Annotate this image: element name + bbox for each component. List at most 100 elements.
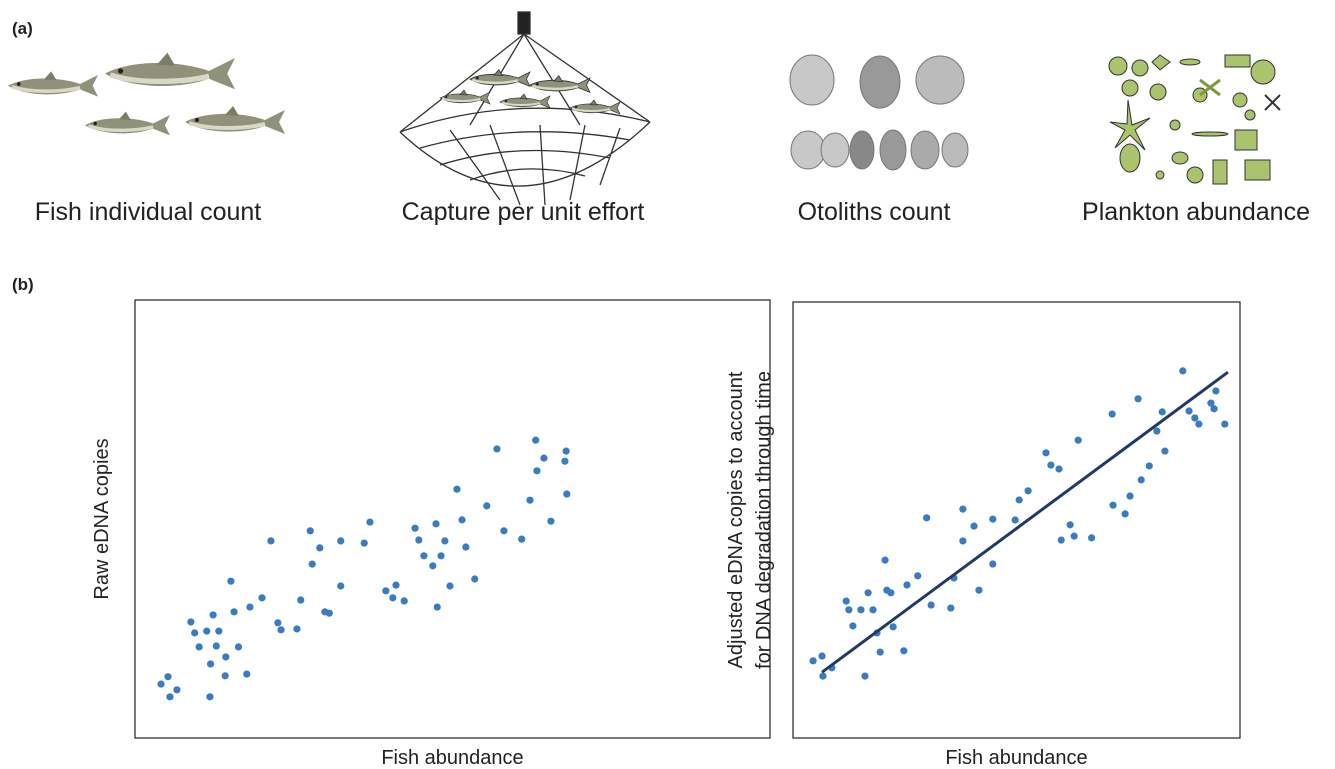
point [366, 518, 373, 525]
point [533, 467, 540, 474]
point [563, 448, 570, 455]
point [877, 649, 884, 656]
point [309, 561, 316, 568]
point [928, 601, 935, 608]
point [361, 539, 368, 546]
point [316, 544, 323, 551]
point [810, 657, 817, 664]
point [382, 587, 389, 594]
point [1122, 510, 1129, 517]
point [1075, 437, 1082, 444]
point [1025, 487, 1032, 494]
point [1161, 448, 1168, 455]
point [561, 458, 568, 465]
point [196, 643, 203, 650]
point [203, 628, 210, 635]
point [434, 603, 441, 610]
point [230, 608, 237, 615]
point [1071, 533, 1078, 540]
point [235, 643, 242, 650]
point [493, 445, 500, 452]
point [959, 506, 966, 513]
caption: Otoliths count [798, 198, 951, 226]
point [243, 670, 250, 677]
point [1042, 449, 1049, 456]
panel-label: (b) [12, 275, 34, 294]
point [227, 578, 234, 585]
point [1146, 462, 1153, 469]
point [881, 557, 888, 564]
y-axis-label: Adjusted eDNA copies to account [725, 371, 747, 668]
point [864, 589, 871, 596]
point [903, 581, 910, 588]
point [213, 642, 220, 649]
caption: Plankton abundance [1082, 198, 1310, 226]
otolith-illustration [790, 55, 968, 170]
point [959, 537, 966, 544]
point [446, 582, 453, 589]
point [1047, 461, 1054, 468]
point [890, 623, 897, 630]
point [246, 603, 253, 610]
point [267, 537, 274, 544]
point [1210, 405, 1217, 412]
point [1067, 521, 1074, 528]
point [1221, 420, 1228, 427]
point [157, 681, 164, 688]
point [857, 606, 864, 613]
y-axis-label: Raw eDNA copies [91, 438, 113, 599]
point [914, 572, 921, 579]
point [471, 575, 478, 582]
point [1185, 407, 1192, 414]
point [1159, 408, 1166, 415]
point [277, 626, 284, 633]
point [819, 672, 826, 679]
point [540, 455, 547, 462]
point [500, 527, 507, 534]
point [975, 587, 982, 594]
point [1195, 420, 1202, 427]
plot-frame [135, 300, 770, 738]
point [1109, 410, 1116, 417]
panel-label: (a) [12, 19, 33, 38]
point [458, 516, 465, 523]
point [415, 536, 422, 543]
point [1126, 492, 1133, 499]
point [222, 672, 229, 679]
point [337, 537, 344, 544]
net-illustration [400, 12, 650, 205]
point [1134, 395, 1141, 402]
point [518, 536, 525, 543]
point [1058, 536, 1065, 543]
point [1088, 534, 1095, 541]
point [861, 672, 868, 679]
trend-line [822, 372, 1228, 672]
point [191, 629, 198, 636]
point [1109, 502, 1116, 509]
point [164, 673, 171, 680]
point [441, 537, 448, 544]
x-axis-label: Fish abundance [381, 747, 523, 769]
point [1016, 496, 1023, 503]
y-axis-label: for DNA degradation through time [753, 371, 775, 669]
point [337, 582, 344, 589]
point [326, 610, 333, 617]
point [947, 604, 954, 611]
point [849, 622, 856, 629]
point [989, 560, 996, 567]
point [843, 597, 850, 604]
point [970, 523, 977, 530]
point [989, 516, 996, 523]
figure: (a) (b) Fish individual count Capture pe… [0, 0, 1335, 769]
point [437, 552, 444, 559]
point [526, 497, 533, 504]
fish-illustration [8, 53, 285, 136]
point [187, 618, 194, 625]
point [900, 647, 907, 654]
caption: Capture per unit effort [402, 198, 645, 226]
point [166, 693, 173, 700]
point [1055, 465, 1062, 472]
point [432, 520, 439, 527]
point [297, 596, 304, 603]
point [462, 543, 469, 550]
